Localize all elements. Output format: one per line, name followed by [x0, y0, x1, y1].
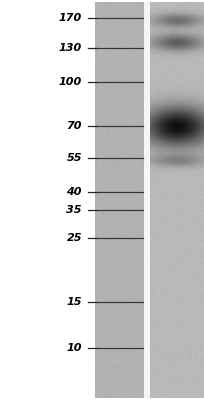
Text: 100: 100	[59, 77, 82, 87]
Text: 170: 170	[59, 13, 82, 23]
Text: 35: 35	[67, 205, 82, 215]
Text: 130: 130	[59, 43, 82, 53]
Text: 40: 40	[67, 187, 82, 197]
Text: 55: 55	[67, 153, 82, 163]
Text: 10: 10	[67, 343, 82, 353]
Text: 15: 15	[67, 297, 82, 307]
Text: 70: 70	[67, 121, 82, 131]
Text: 25: 25	[67, 233, 82, 243]
